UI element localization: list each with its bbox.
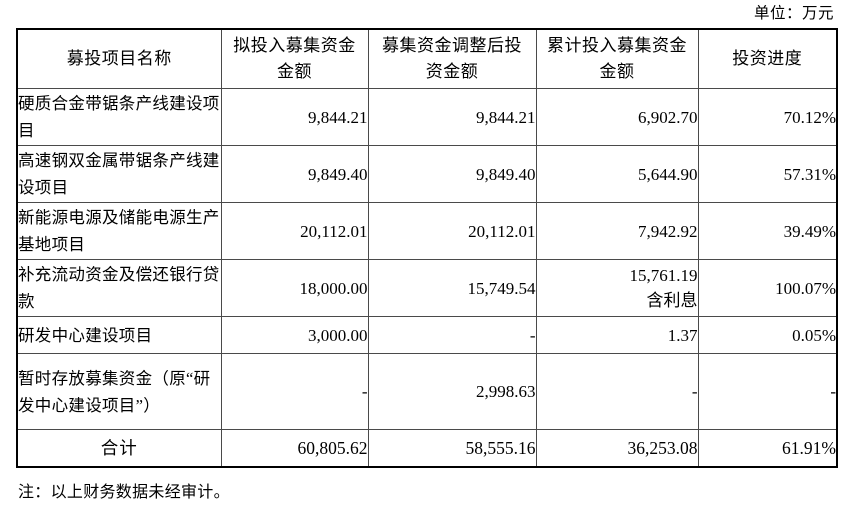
table-row: 补充流动资金及偿还银行贷款 18,000.00 15,749.54 15,761… bbox=[16, 259, 838, 317]
table-row: 硬质合金带锯条产线建设项目 9,844.21 9,844.21 6,902.70… bbox=[16, 88, 838, 146]
cell-project-name: 研发中心建设项目 bbox=[16, 316, 222, 354]
fundraising-projects-table: 募投项目名称 拟投入募集资金金额 募集资金调整后投资金额 累计投入募集资金金额 … bbox=[16, 28, 838, 468]
cell-total-label: 合计 bbox=[16, 429, 222, 467]
cell-planned-amount: 20,112.01 bbox=[220, 202, 369, 260]
cell-planned-amount: - bbox=[220, 353, 369, 430]
cell-progress: 70.12% bbox=[697, 88, 838, 146]
cell-adjusted-amount: 20,112.01 bbox=[367, 202, 537, 260]
table-row: 新能源电源及储能电源生产基地项目 20,112.01 20,112.01 7,9… bbox=[16, 202, 838, 260]
cell-planned-amount: 3,000.00 bbox=[220, 316, 369, 354]
cell-adjusted-amount: 9,844.21 bbox=[367, 88, 537, 146]
cell-adjusted-amount: 9,849.40 bbox=[367, 145, 537, 203]
table-row: 高速钢双金属带锯条产线建设项目 9,849.40 9,849.40 5,644.… bbox=[16, 145, 838, 203]
cell-planned-amount: 9,844.21 bbox=[220, 88, 369, 146]
cell-total-progress: 61.91% bbox=[697, 429, 838, 467]
cell-planned-amount: 9,849.40 bbox=[220, 145, 369, 203]
column-header-progress: 投资进度 bbox=[697, 28, 838, 89]
cell-total-planned: 60,805.62 bbox=[220, 429, 369, 467]
cell-adjusted-amount: 15,749.54 bbox=[367, 259, 537, 317]
cell-invested-amount: 1.37 bbox=[535, 316, 699, 354]
column-header-planned-amount: 拟投入募集资金金额 bbox=[220, 28, 369, 89]
cell-total-adjusted: 58,555.16 bbox=[367, 429, 537, 467]
table-header-row: 募投项目名称 拟投入募集资金金额 募集资金调整后投资金额 累计投入募集资金金额 … bbox=[16, 28, 838, 89]
column-header-project-name: 募投项目名称 bbox=[16, 28, 222, 89]
cell-progress: 57.31% bbox=[697, 145, 838, 203]
cell-adjusted-amount: - bbox=[367, 316, 537, 354]
cell-project-name: 新能源电源及储能电源生产基地项目 bbox=[16, 202, 222, 260]
cell-progress: 100.07% bbox=[697, 259, 838, 317]
cell-adjusted-amount: 2,998.63 bbox=[367, 353, 537, 430]
cell-project-name: 暂时存放募集资金（原“研发中心建设项目”） bbox=[16, 353, 222, 430]
cell-total-invested: 36,253.08 bbox=[535, 429, 699, 467]
cell-project-name: 硬质合金带锯条产线建设项目 bbox=[16, 88, 222, 146]
column-header-adjusted-amount: 募集资金调整后投资金额 bbox=[367, 28, 537, 89]
table-row: 研发中心建设项目 3,000.00 - 1.37 0.05% bbox=[16, 316, 838, 354]
cell-project-name: 高速钢双金属带锯条产线建设项目 bbox=[16, 145, 222, 203]
table-footnote: 注：以上财务数据未经审计。 bbox=[18, 483, 230, 501]
cell-progress: 0.05% bbox=[697, 316, 838, 354]
table-row: 暂时存放募集资金（原“研发中心建设项目”） - 2,998.63 - - bbox=[16, 353, 838, 430]
cell-progress: - bbox=[697, 353, 838, 430]
cell-invested-amount: 15,761.19 含利息 bbox=[535, 259, 699, 317]
cell-project-name: 补充流动资金及偿还银行贷款 bbox=[16, 259, 222, 317]
cell-invested-amount: - bbox=[535, 353, 699, 430]
cell-progress: 39.49% bbox=[697, 202, 838, 260]
table-total-row: 合计 60,805.62 58,555.16 36,253.08 61.91% bbox=[16, 429, 838, 467]
unit-label: 单位：万元 bbox=[753, 5, 834, 22]
cell-invested-amount: 5,644.90 bbox=[535, 145, 699, 203]
cell-invested-amount: 6,902.70 bbox=[535, 88, 699, 146]
cell-invested-amount: 7,942.92 bbox=[535, 202, 699, 260]
column-header-invested-amount: 累计投入募集资金金额 bbox=[535, 28, 699, 89]
cell-planned-amount: 18,000.00 bbox=[220, 259, 369, 317]
